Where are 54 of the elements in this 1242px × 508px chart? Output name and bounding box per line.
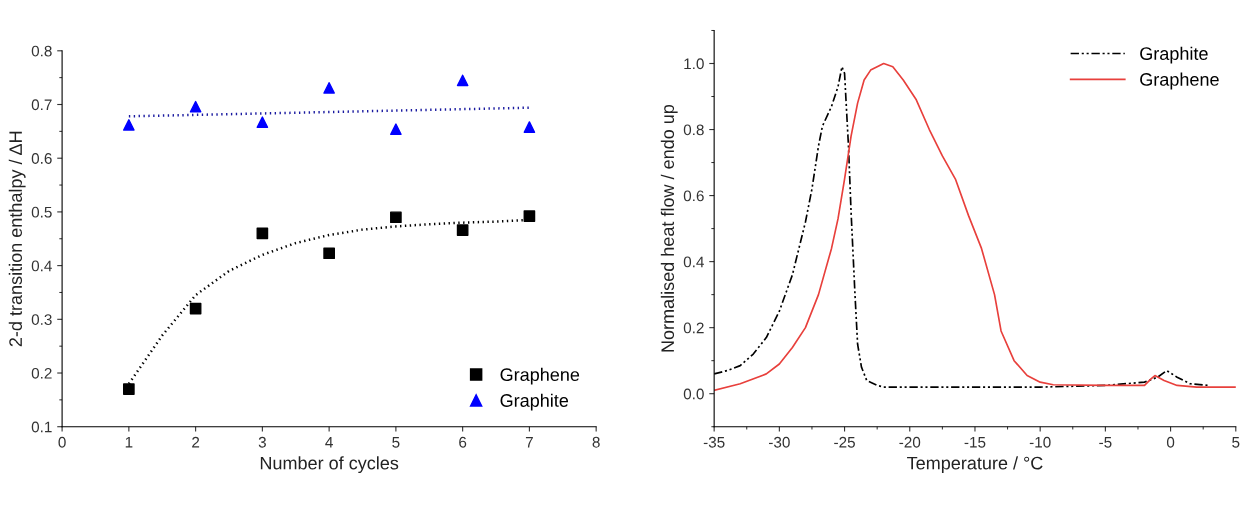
x-tick-label: 6 bbox=[459, 436, 467, 448]
y-axis-title: Normalised heat flow / endo up bbox=[660, 104, 678, 352]
y-tick-label: 1.0 bbox=[684, 58, 704, 70]
point bbox=[390, 211, 402, 224]
y-tick-label: 0.2 bbox=[31, 367, 52, 379]
y-axis-title: 2-d transition enthalpy / ΔH bbox=[8, 131, 26, 347]
y-tick-label: 0.8 bbox=[31, 45, 52, 57]
x-tick-label: 5 bbox=[392, 437, 400, 448]
x-tick-label: 2 bbox=[192, 436, 200, 448]
y-tick-label: 0.2 bbox=[683, 322, 704, 334]
y-tick-label: 0.5 bbox=[31, 206, 52, 218]
x-tick-label: 5 bbox=[1232, 437, 1240, 448]
legend-label: Graphene bbox=[500, 367, 580, 385]
legend-label: Graphite bbox=[500, 393, 569, 411]
x-axis-title: Number of cycles bbox=[260, 456, 399, 474]
x-tick-label: -5 bbox=[1099, 437, 1112, 448]
point bbox=[256, 116, 269, 129]
point bbox=[390, 123, 402, 136]
point bbox=[456, 74, 469, 87]
x-tick-label: -10 bbox=[1029, 436, 1051, 448]
x-tick-label: 3 bbox=[258, 436, 266, 448]
x-tick-label: 8 bbox=[592, 436, 600, 448]
y-tick-label: 0.3 bbox=[31, 314, 52, 325]
x-tick-label: 7 bbox=[525, 437, 533, 448]
point bbox=[123, 119, 135, 131]
y-tick-label: 0.6 bbox=[31, 153, 52, 164]
x-tick-label: -35 bbox=[703, 436, 725, 448]
x-axis-title: Temperature / °C bbox=[907, 456, 1043, 474]
x-tick-label: -30 bbox=[768, 436, 790, 448]
y-tick-label: 0.4 bbox=[683, 256, 704, 268]
legend-label: Graphite bbox=[1140, 46, 1208, 64]
x-tick-label: 0 bbox=[1166, 436, 1175, 448]
point bbox=[523, 121, 536, 133]
x-tick-label: 0 bbox=[58, 436, 66, 448]
point bbox=[323, 247, 335, 260]
point bbox=[523, 210, 536, 223]
y-tick-label: 0.0 bbox=[683, 388, 704, 400]
x-tick-label: -15 bbox=[964, 437, 986, 448]
y-tick-label: 0.4 bbox=[31, 260, 52, 272]
point bbox=[323, 82, 335, 94]
point bbox=[123, 383, 135, 395]
legend-label: Graphene bbox=[1140, 72, 1219, 90]
point bbox=[456, 224, 469, 237]
x-tick-label: 4 bbox=[325, 437, 333, 448]
x-tick-label: 1 bbox=[125, 437, 133, 448]
y-tick-label: 0.1 bbox=[31, 421, 52, 433]
point bbox=[189, 100, 202, 113]
y-tick-label: 0.6 bbox=[683, 190, 704, 202]
point bbox=[189, 302, 202, 315]
point bbox=[256, 227, 269, 240]
x-tick-label: -20 bbox=[899, 436, 921, 448]
x-tick-label: -25 bbox=[834, 436, 855, 448]
y-tick-label: 0.8 bbox=[683, 124, 704, 136]
y-tick-label: 0.7 bbox=[31, 99, 52, 111]
